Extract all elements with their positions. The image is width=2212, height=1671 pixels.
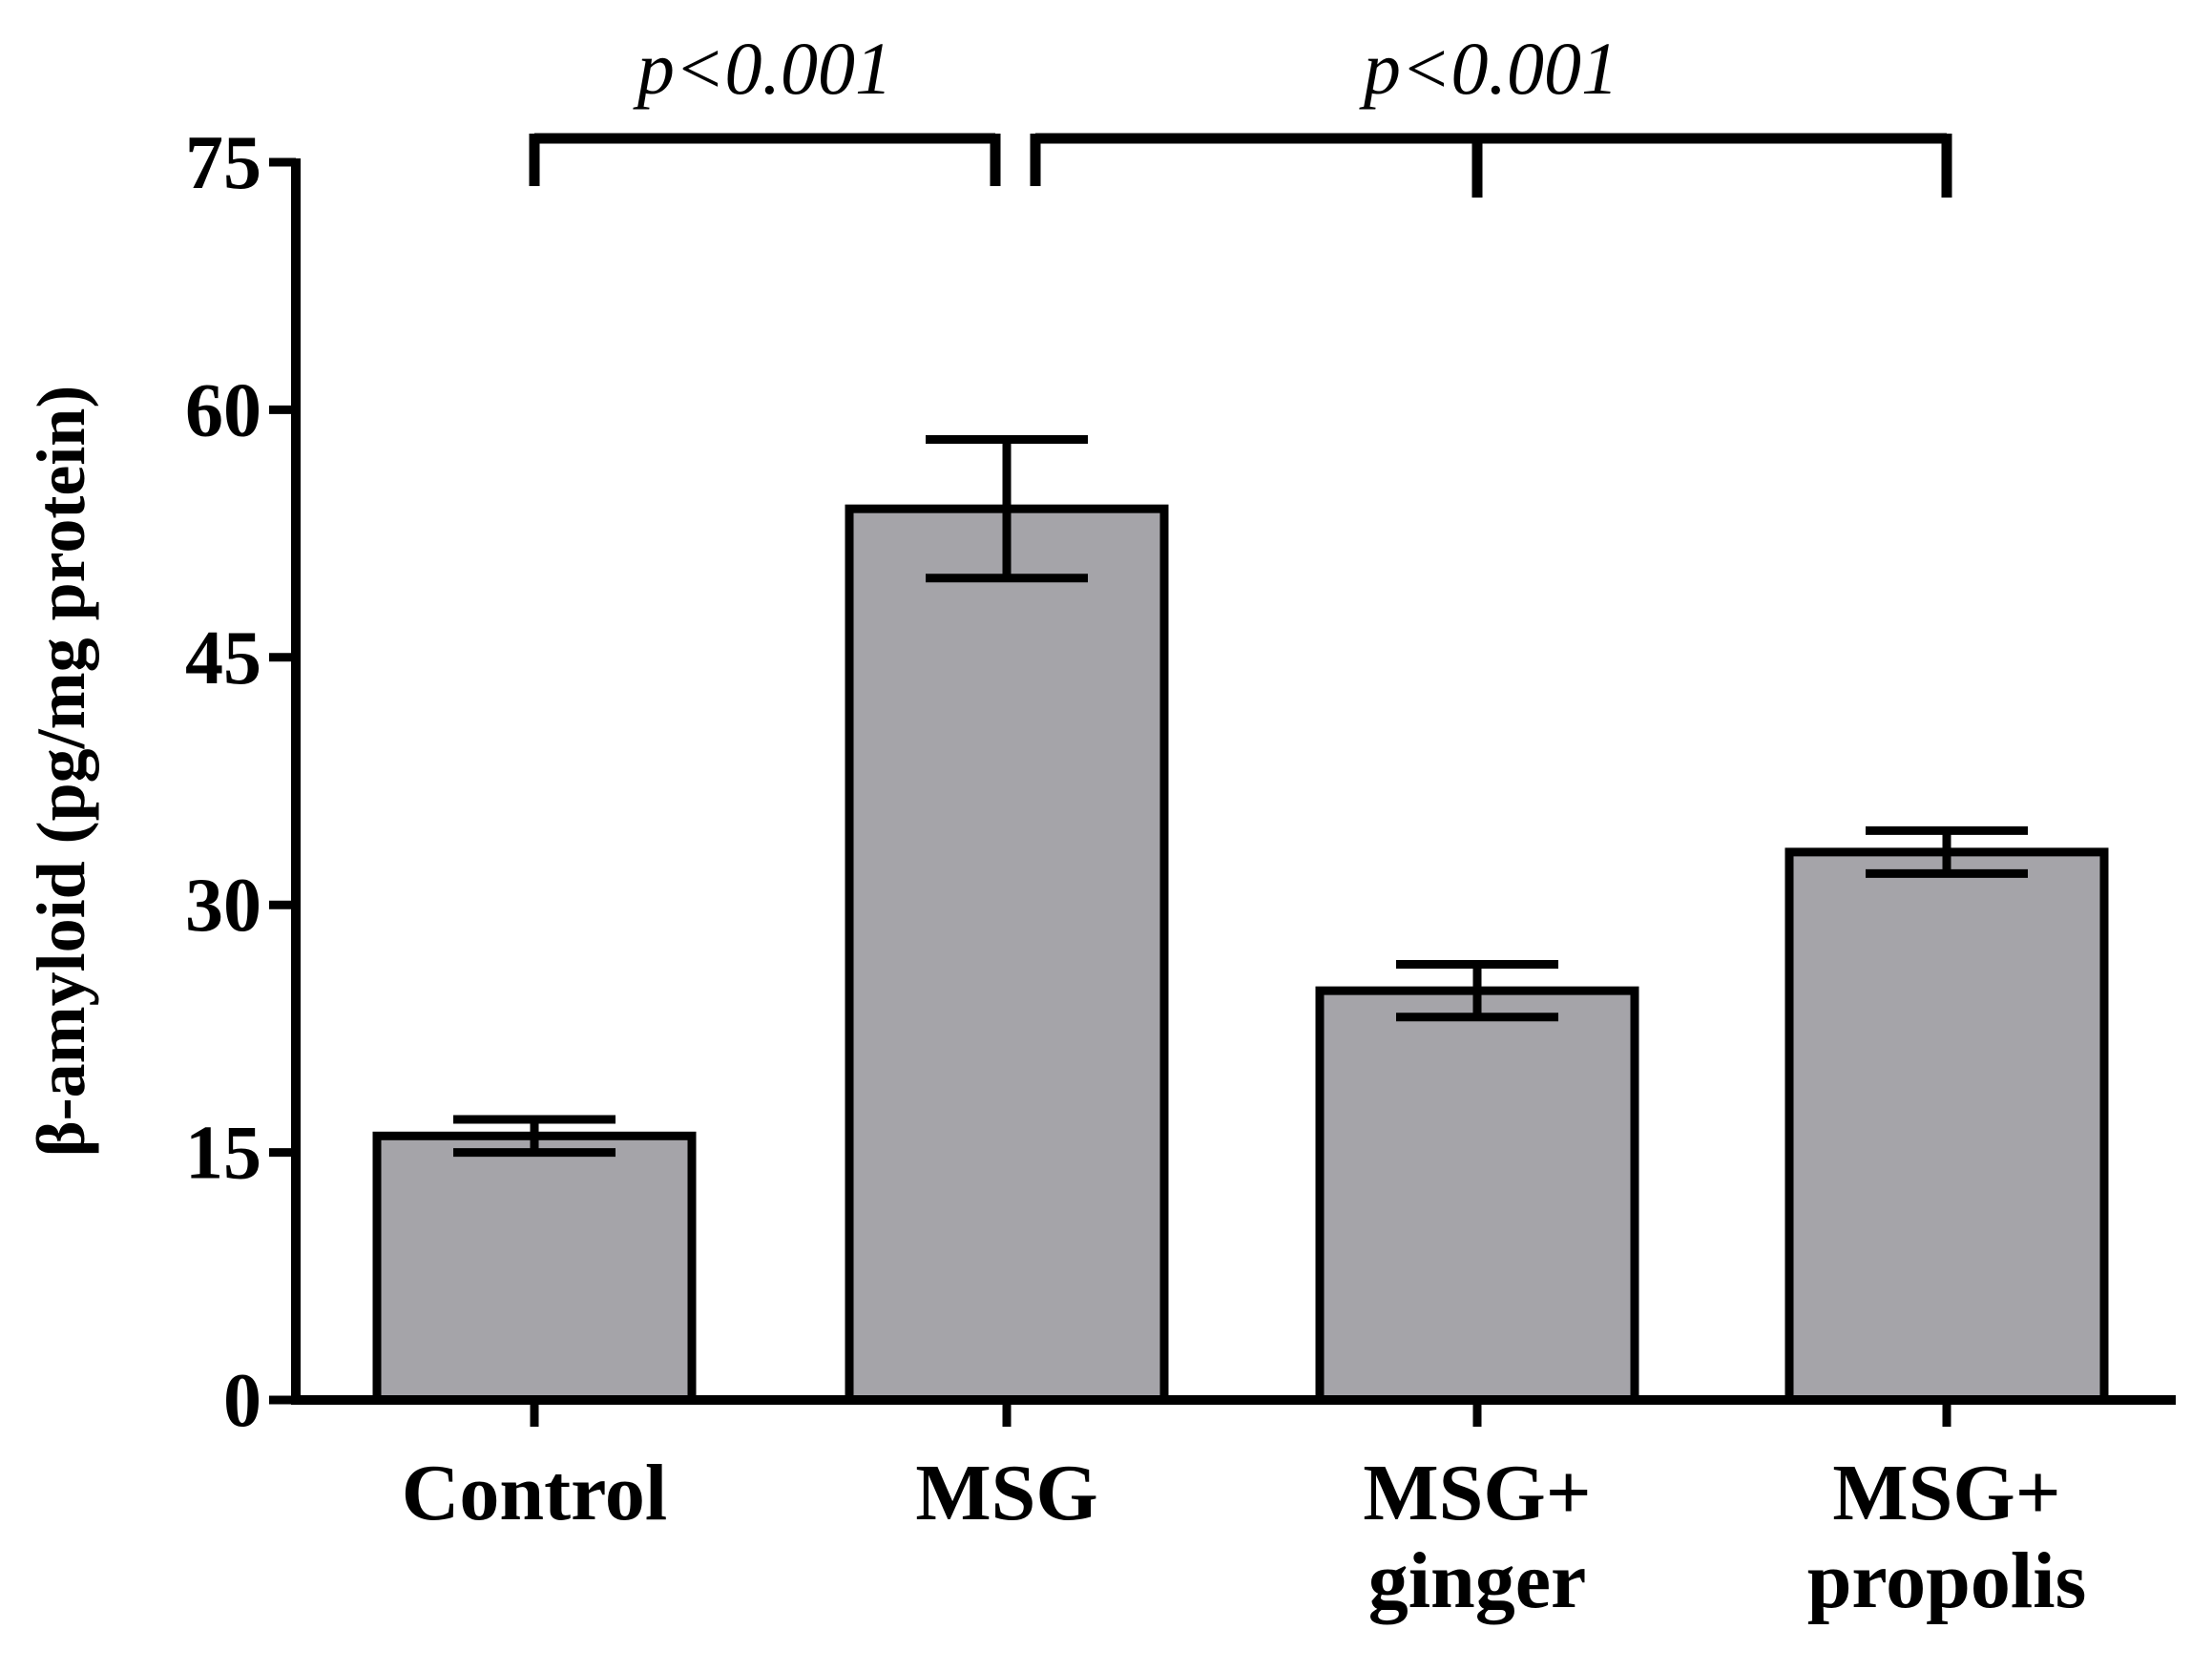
category-label-line: ginger (1368, 1536, 1587, 1625)
error-bars-layer (453, 435, 2028, 1158)
category-label-2: MSG+ ginger (1363, 1449, 1591, 1625)
error-bar-2 (1396, 959, 1558, 1022)
p-value-label-0: p<0.001 (633, 27, 892, 110)
bar-2 (1315, 986, 1639, 1405)
significance-bracket-0: p<0.001 (529, 27, 1001, 186)
category-label-line: MSG+ (1363, 1449, 1591, 1537)
bar-1 (845, 504, 1169, 1405)
error-bar-1 (926, 435, 1088, 583)
tick-labels-layer: 0 15 30 45 60 75 (185, 121, 1951, 1443)
category-label-1: MSG (915, 1449, 1097, 1537)
category-label-line: Control (402, 1449, 667, 1537)
y-tick-label-0: 0 (223, 1359, 261, 1443)
y-tick-label-30: 30 (185, 864, 261, 948)
error-bar-3 (1866, 825, 2028, 878)
category-label-3: MSG+ propolis (1807, 1449, 2087, 1625)
y-tick-label-75: 75 (185, 121, 261, 205)
bars-layer (372, 504, 2109, 1405)
significance-layer: p<0.001 p<0.001 (529, 27, 1952, 198)
bar-3 (1784, 847, 2109, 1405)
category-label-line: MSG+ (1832, 1449, 2060, 1537)
error-bar-0 (453, 1115, 616, 1158)
category-label-line: propolis (1807, 1536, 2087, 1625)
y-axis-label: β-amyloid (pg/mg protein) (23, 386, 99, 1158)
y-tick-label-45: 45 (185, 616, 261, 700)
category-label-line: MSG (915, 1449, 1097, 1537)
significance-bracket-1: p<0.001 (1030, 27, 1952, 198)
axes-layer (291, 158, 2176, 1405)
category-label-0: Control (402, 1449, 667, 1537)
y-tick-label-60: 60 (185, 368, 261, 452)
bar-0 (372, 1131, 697, 1405)
p-value-label-1: p<0.001 (1359, 27, 1618, 110)
y-tick-label-15: 15 (185, 1112, 261, 1196)
